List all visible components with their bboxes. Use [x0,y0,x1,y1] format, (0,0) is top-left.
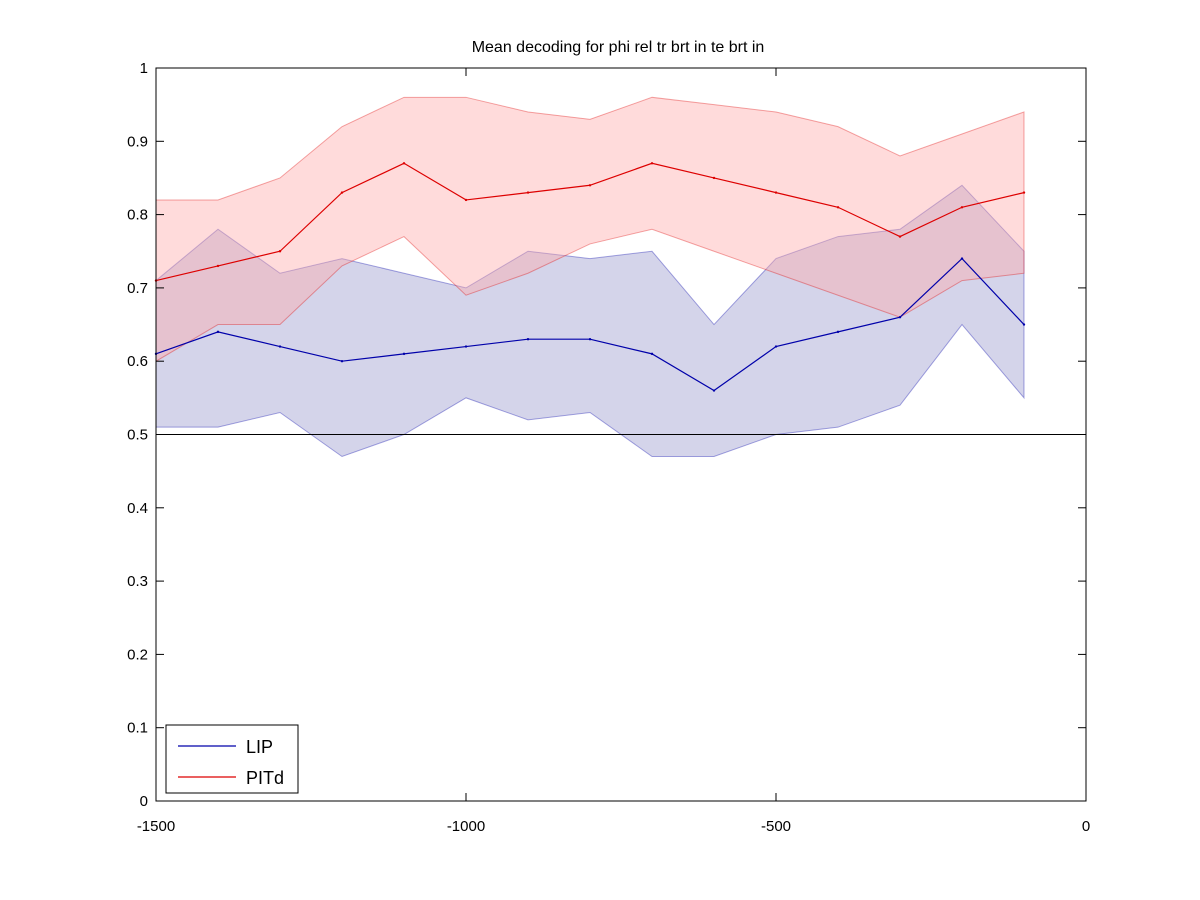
ytick-label: 0.5 [127,427,148,444]
band-pitd [155,96,1025,363]
point-pitd [464,198,468,202]
point-lip [1022,323,1026,326]
xtick-label: -1500 [137,818,175,835]
point-lip [774,345,778,348]
ytick-label: 1 [140,60,148,77]
legend-label-lip: LIP [246,737,273,757]
point-pitd [1022,191,1026,194]
point-pitd [216,264,220,268]
ytick-label: 0.7 [127,280,148,297]
axis-ticks: 0 0.1 0.2 0.3 0.4 0.5 0.6 0.7 0.8 0.9 1 -1500 -1000 -… [127,60,1090,835]
legend: LIP PITd [165,724,299,794]
point-pitd [898,235,902,238]
ytick-label: 0.3 [127,573,148,590]
chart-title: Mean decoding for phi rel tr brt in te b… [472,39,765,56]
ytick-label: 0.8 [127,207,148,224]
point-pitd [526,191,530,194]
point-pitd [588,184,592,187]
point-lip [650,352,654,356]
point-lip [340,360,344,363]
xtick-label: -500 [761,818,791,835]
xtick-label: -1000 [447,818,485,835]
ytick-label: 0.1 [127,720,148,737]
point-lip [464,345,468,348]
ytick-label: 0.4 [127,500,148,517]
ytick-label: 0 [140,793,148,810]
point-pitd [774,191,778,194]
point-lip [278,345,282,348]
point-lip [588,338,592,341]
point-lip [712,389,716,392]
point-pitd [650,162,654,165]
point-pitd [340,191,344,194]
point-pitd [712,176,716,180]
point-pitd [402,162,406,165]
point-lip [836,330,840,334]
legend-label-pitd: PITd [246,768,284,788]
point-lip [402,352,406,356]
xtick-label: 0 [1082,818,1090,835]
point-pitd [960,206,964,209]
ytick-label: 0.2 [127,646,148,663]
point-lip [960,257,964,260]
ytick-label: 0.9 [127,133,148,150]
point-lip [216,330,220,334]
legend-box [165,724,299,794]
ytick-label: 0.6 [127,353,148,370]
point-pitd [278,250,282,253]
series-lines [154,162,1026,392]
point-pitd [836,206,840,209]
point-lip [526,338,530,341]
point-lip [898,316,902,319]
